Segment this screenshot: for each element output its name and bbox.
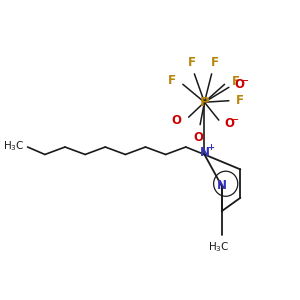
Text: F: F xyxy=(232,75,240,88)
Text: −: − xyxy=(241,76,248,85)
Text: N: N xyxy=(200,146,209,160)
Text: −: − xyxy=(231,115,238,124)
Text: N: N xyxy=(217,179,227,192)
Text: O: O xyxy=(171,114,182,127)
Text: H$_3$C: H$_3$C xyxy=(3,140,25,153)
Text: P: P xyxy=(200,96,209,109)
Text: O: O xyxy=(194,130,204,144)
Text: F: F xyxy=(236,94,244,107)
Text: O: O xyxy=(225,117,235,130)
Text: +: + xyxy=(207,143,214,152)
Text: F: F xyxy=(168,74,176,87)
Text: F: F xyxy=(188,56,196,69)
Text: H$_3$C: H$_3$C xyxy=(208,241,230,254)
Text: O: O xyxy=(235,78,244,91)
Text: F: F xyxy=(211,56,218,69)
